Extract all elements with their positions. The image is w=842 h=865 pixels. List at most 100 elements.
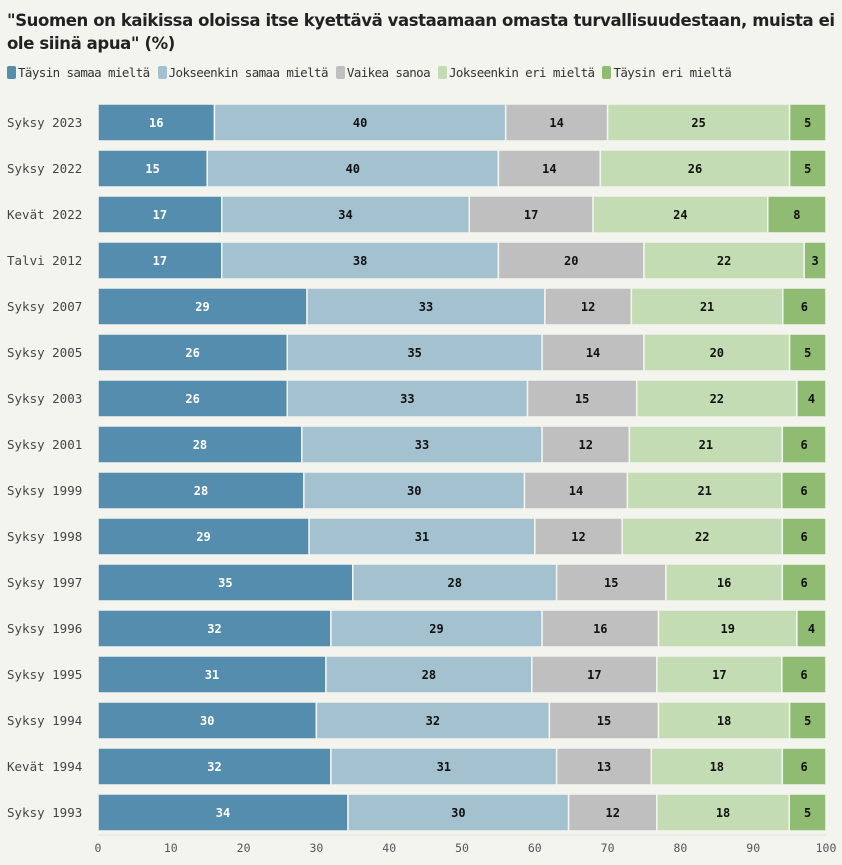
bar-segment xyxy=(286,333,543,372)
data-label: 15 xyxy=(575,392,589,406)
data-label: 18 xyxy=(716,806,730,820)
bar-segment xyxy=(330,747,558,786)
category-label: Syksy 2005 xyxy=(7,345,82,360)
category-label: Kevät 2022 xyxy=(7,207,82,222)
bar-segment xyxy=(97,425,303,464)
x-tick-label: 0 xyxy=(95,841,102,855)
bar-segment xyxy=(97,333,289,372)
data-label: 32 xyxy=(207,622,221,636)
data-label: 26 xyxy=(185,392,199,406)
data-label: 25 xyxy=(691,116,705,130)
category-label: Syksy 2001 xyxy=(7,437,82,452)
data-label: 28 xyxy=(447,576,461,590)
data-label: 35 xyxy=(407,346,421,360)
data-label: 6 xyxy=(800,484,807,498)
data-label: 19 xyxy=(720,622,734,636)
legend-label: Vaikea sanoa xyxy=(346,65,431,80)
data-label: 40 xyxy=(353,116,367,130)
bar-segment xyxy=(213,103,507,142)
data-label: 28 xyxy=(194,484,208,498)
bar-segment xyxy=(301,425,543,464)
bar-segment xyxy=(352,563,558,602)
data-label: 38 xyxy=(353,254,367,268)
data-label: 15 xyxy=(597,714,611,728)
data-label: 22 xyxy=(695,530,709,544)
data-label: 5 xyxy=(804,346,811,360)
legend-swatch xyxy=(7,66,16,79)
data-label: 14 xyxy=(586,346,600,360)
data-label: 31 xyxy=(415,530,429,544)
data-label: 4 xyxy=(808,392,815,406)
bar-segment xyxy=(97,701,318,740)
category-label: Syksy 1993 xyxy=(7,805,82,820)
legend-label: Täysin eri mieltä xyxy=(613,65,732,80)
bar-segment xyxy=(767,195,827,234)
data-label: 5 xyxy=(804,714,811,728)
data-label: 28 xyxy=(193,438,207,452)
data-label: 14 xyxy=(542,162,556,176)
legend-label: Jokseenkin eri mieltä xyxy=(449,65,595,80)
data-label: 33 xyxy=(415,438,429,452)
data-label: 18 xyxy=(710,760,724,774)
x-tick-label: 50 xyxy=(455,841,469,855)
category-label: Syksy 2003 xyxy=(7,391,82,406)
data-label: 6 xyxy=(801,576,808,590)
data-label: 31 xyxy=(437,760,451,774)
bar-segment xyxy=(656,655,783,694)
bar-segment xyxy=(286,379,529,418)
bar-segment xyxy=(97,793,349,832)
data-label: 16 xyxy=(149,116,163,130)
data-label: 8 xyxy=(793,208,800,222)
bar-segment xyxy=(781,425,827,464)
bar-segment xyxy=(803,241,827,280)
category-label: Syksy 2023 xyxy=(7,115,82,130)
x-tick-label: 80 xyxy=(673,841,687,855)
bar-segment xyxy=(796,609,827,648)
data-label: 33 xyxy=(400,392,414,406)
bar-segment xyxy=(497,149,602,188)
data-label: 33 xyxy=(419,300,433,314)
bar-segment xyxy=(303,471,526,510)
x-tick-label: 70 xyxy=(601,841,615,855)
data-label: 29 xyxy=(196,530,210,544)
bar-segment xyxy=(657,609,798,648)
bar-segment xyxy=(548,701,660,740)
data-label: 13 xyxy=(597,760,611,774)
legend-label: Täysin samaa mieltä xyxy=(18,65,150,80)
bar-segment xyxy=(504,103,609,142)
data-label: 4 xyxy=(808,622,815,636)
bar-segment xyxy=(782,287,827,326)
bar-segment xyxy=(555,747,653,786)
bar-segment xyxy=(781,747,827,786)
bar-segment xyxy=(526,379,638,418)
x-tick-label: 60 xyxy=(528,841,542,855)
category-label: Syksy 1996 xyxy=(7,621,82,636)
bar-segment xyxy=(788,333,827,372)
legend-swatch xyxy=(602,66,612,79)
x-tick-label: 90 xyxy=(746,841,760,855)
data-label: 14 xyxy=(569,484,583,498)
data-label: 17 xyxy=(153,254,167,268)
data-label: 5 xyxy=(804,116,811,130)
legend-item: Vaikea sanoa xyxy=(335,65,431,80)
legend-item: Täysin samaa mieltä xyxy=(7,65,150,80)
data-label: 5 xyxy=(804,162,811,176)
bar-segment xyxy=(97,103,216,142)
data-label: 12 xyxy=(579,438,593,452)
category-label: Syksy 1999 xyxy=(7,483,82,498)
category-label: Talvi 2012 xyxy=(7,253,82,268)
data-label: 14 xyxy=(549,116,563,130)
data-label: 35 xyxy=(218,576,232,590)
data-label: 30 xyxy=(407,484,421,498)
bar-segment xyxy=(306,287,546,326)
bar-segment xyxy=(330,609,543,648)
data-label: 31 xyxy=(205,668,219,682)
bar-segment xyxy=(97,517,310,556)
data-label: 26 xyxy=(688,162,702,176)
bar-segment xyxy=(626,471,783,510)
bar-segment xyxy=(592,195,769,234)
bar-segment xyxy=(97,149,208,188)
chart-title: "Suomen on kaikissa oloissa itse kyettäv… xyxy=(7,11,835,53)
category-label: Syksy 2007 xyxy=(7,299,82,314)
x-tick-label: 30 xyxy=(309,841,323,855)
